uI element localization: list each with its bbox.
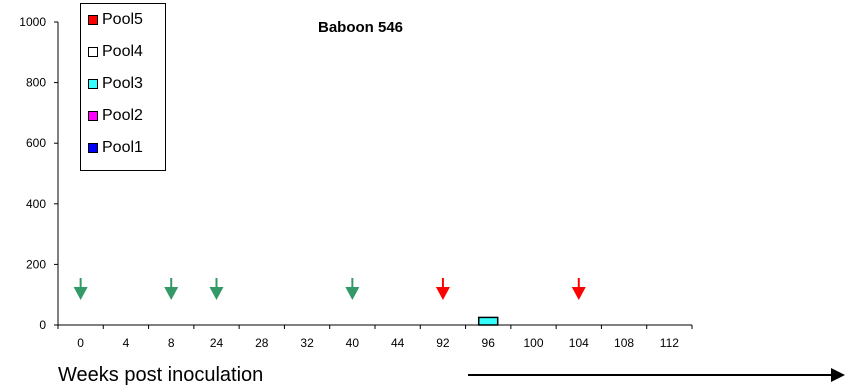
y-tick-label: 0	[39, 318, 46, 332]
y-tick-label: 400	[26, 197, 46, 211]
marker-arrow-head	[435, 287, 450, 300]
x-tick-label: 28	[255, 336, 269, 350]
chart-title: Baboon 546	[318, 19, 404, 36]
x-tick-label: 100	[523, 336, 543, 350]
y-tick-label: 200	[26, 257, 46, 271]
legend-label-pool4: Pool4	[102, 43, 143, 60]
legend-label-pool5: Pool5	[102, 11, 143, 28]
legend-label-pool2: Pool2	[102, 107, 143, 124]
timeline-arrow-head	[831, 368, 845, 382]
marker-arrow-head	[73, 287, 88, 300]
x-tick-label: 96	[482, 336, 496, 350]
x-tick-label: 112	[660, 336, 679, 350]
marker-arrow-head	[209, 287, 224, 300]
x-tick-label: 92	[436, 336, 450, 350]
legend-item-pool2: Pool2	[88, 106, 143, 126]
bar-pool3	[477, 316, 499, 326]
legend-swatch-pool5	[88, 15, 98, 25]
legend-item-pool4: Pool4	[88, 42, 143, 62]
x-tick-label: 104	[569, 336, 589, 350]
legend-label-pool3: Pool3	[102, 75, 143, 92]
legend-swatch-pool1	[88, 143, 98, 153]
x-tick-label: 0	[77, 336, 84, 350]
legend-label-pool1: Pool1	[102, 139, 143, 156]
marker-arrow-head	[345, 287, 360, 300]
x-tick-label: 40	[346, 336, 360, 350]
y-tick-label: 1000	[19, 15, 46, 29]
legend-item-pool3: Pool3	[88, 74, 143, 94]
y-tick-label: 600	[26, 136, 46, 150]
legend-item-pool5: Pool5	[88, 10, 143, 30]
x-tick-label: 8	[168, 336, 175, 350]
x-tick-label: 24	[210, 336, 224, 350]
marker-arrow-head	[164, 287, 179, 300]
x-tick-label: 108	[614, 336, 634, 350]
x-tick-label: 4	[123, 336, 130, 350]
x-tick-label: 44	[391, 336, 405, 350]
legend-swatch-pool2	[88, 111, 98, 121]
x-tick-label: 32	[300, 336, 314, 350]
legend-swatch-pool3	[88, 79, 98, 89]
legend-item-pool1: Pool1	[88, 138, 143, 158]
y-tick-label: 800	[26, 76, 46, 90]
x-axis-label: Weeks post inoculation	[58, 364, 264, 386]
marker-arrow-head	[571, 287, 586, 300]
legend-swatch-pool4	[88, 47, 98, 57]
legend: Pool5 Pool4 Pool3 Pool2 Pool1	[80, 3, 166, 171]
